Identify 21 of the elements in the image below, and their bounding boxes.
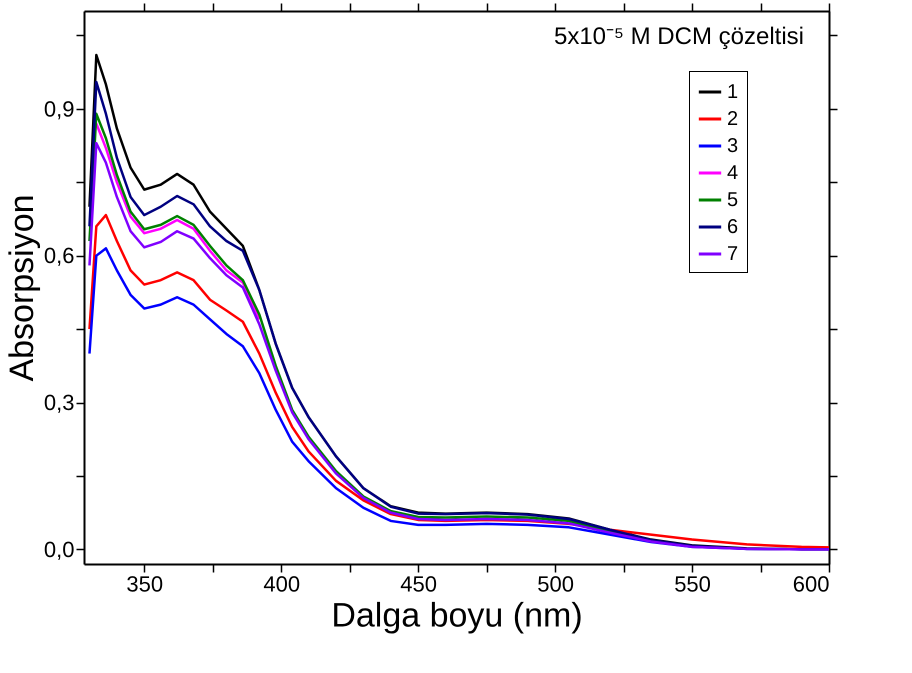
y-tick-label: 0,6 — [44, 243, 74, 268]
legend-label: 2 — [727, 108, 738, 130]
x-tick-label: 450 — [400, 572, 438, 596]
legend-label: 3 — [727, 135, 738, 157]
legend-label: 4 — [727, 162, 738, 184]
x-tick-label: 350 — [126, 572, 164, 596]
legend-label: 6 — [727, 216, 738, 238]
line-series — [95, 122, 261, 321]
legend-label: 5 — [727, 189, 738, 211]
x-tick-label: 500 — [537, 572, 574, 596]
annotation: 5x10⁻⁵ M DCM çözeltisi — [554, 23, 804, 50]
x-axis-title: Dalga boyu (nm) — [331, 596, 583, 634]
y-tick-label: 0,0 — [44, 536, 74, 562]
y-axis-title: Absorpsiyon — [2, 194, 41, 382]
x-tick-label: 600 — [792, 572, 830, 596]
x-tick-label: 400 — [263, 572, 300, 596]
y-tick-label: 0,3 — [44, 390, 74, 416]
x-tick-label: 550 — [674, 572, 711, 596]
legend-label: 1 — [727, 81, 738, 103]
legend-label: 7 — [727, 243, 738, 265]
y-tick-label: 0,9 — [44, 96, 74, 122]
